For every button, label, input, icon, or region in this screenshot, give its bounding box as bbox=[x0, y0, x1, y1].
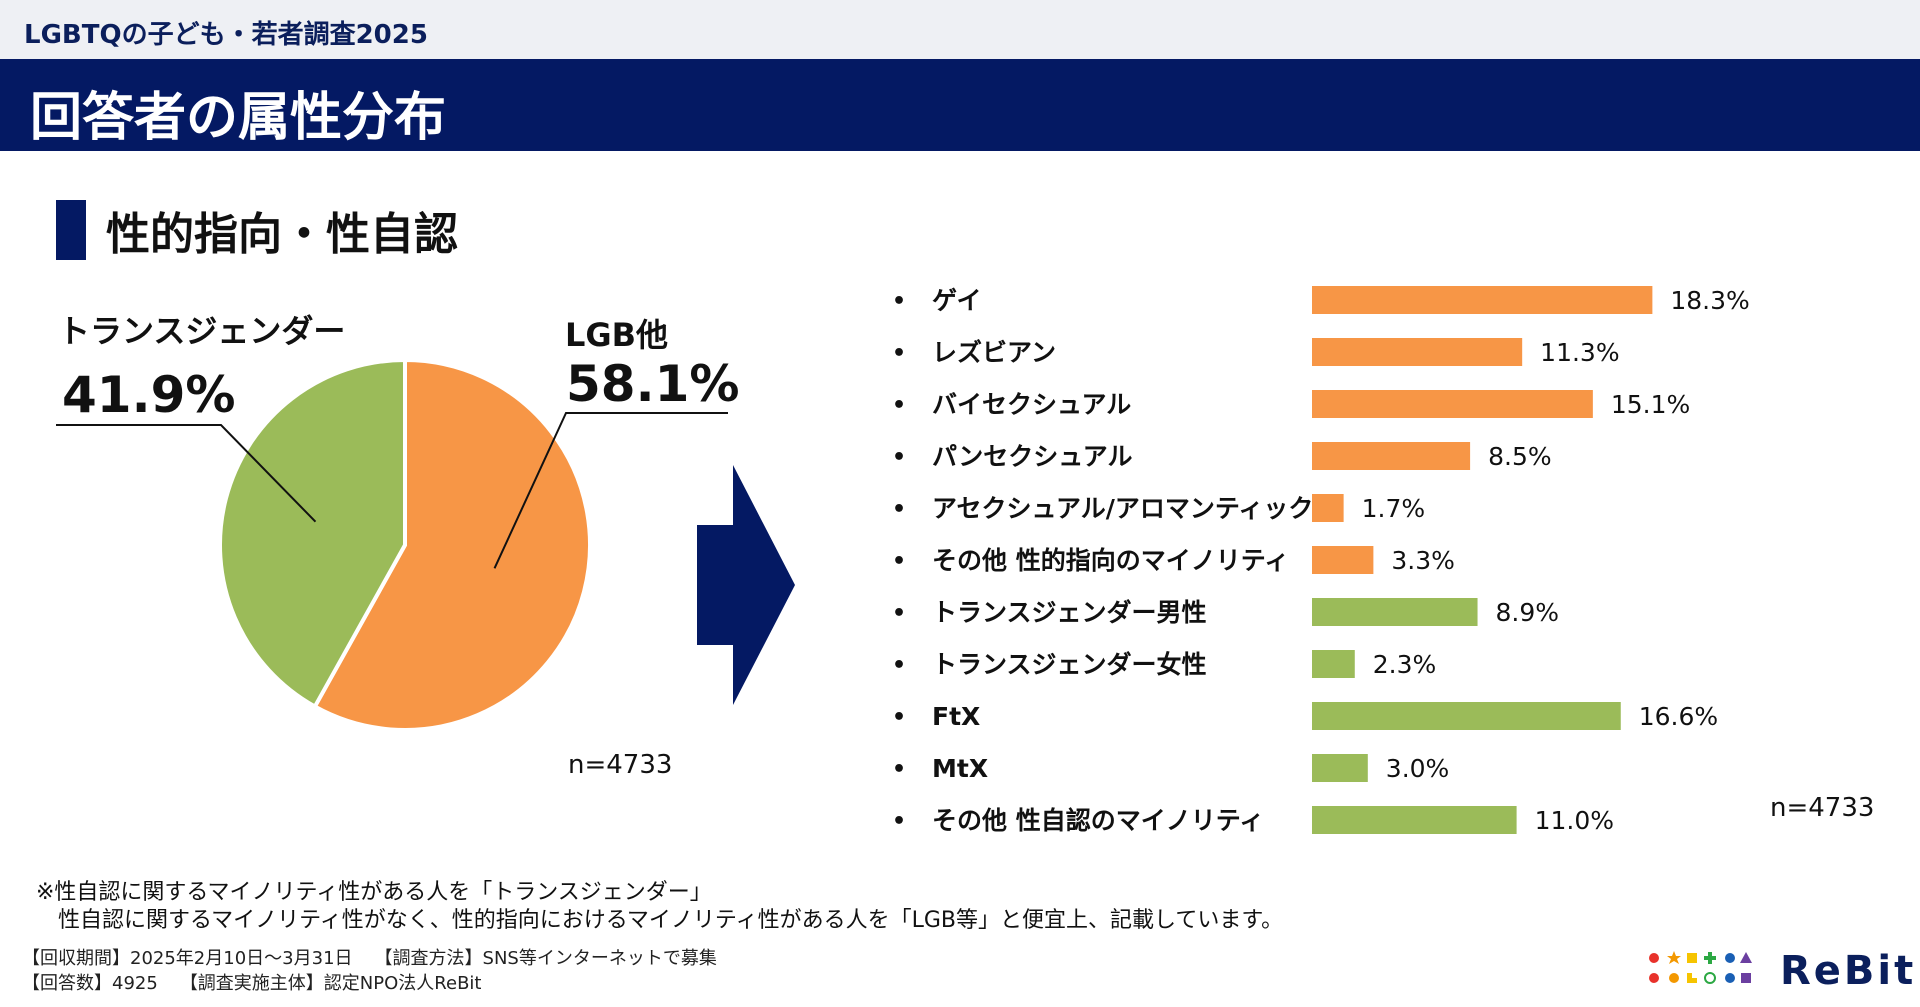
bar-value-label-1: 11.3% bbox=[1540, 338, 1619, 367]
bar-3 bbox=[1312, 442, 1471, 470]
bar-2 bbox=[1312, 390, 1593, 418]
bar-value-label-0: 18.3% bbox=[1670, 286, 1749, 315]
bar-category-label-4: アセクシュアル/アロマンティック bbox=[932, 494, 1313, 523]
bar-category-label-9: MtX bbox=[932, 754, 988, 783]
bar-bullet-1: • bbox=[892, 341, 906, 366]
pie-leader-line-1 bbox=[56, 424, 317, 523]
pie-slice-0 bbox=[312, 357, 592, 732]
bar-8 bbox=[1312, 702, 1621, 730]
survey-meta-row-2: 【回答数】4925 【調査実施主体】認定NPO法人ReBit bbox=[22, 969, 503, 995]
bar-value-label-4: 1.7% bbox=[1362, 494, 1426, 523]
bar-bullet-7: • bbox=[892, 653, 906, 678]
bar-chart: • ゲイ 18.3% • レズビアン 11.3% • バイセクシュアル 15.1% • パンセクシュ… bbox=[892, 286, 1874, 835]
survey-name: LGBTQの子ども・若者調査2025 bbox=[24, 20, 428, 50]
bar-bullet-3: • bbox=[892, 445, 906, 470]
response-count: 【回答数】4925 bbox=[22, 973, 158, 994]
survey-header: LGBTQの子ども・若者調査2025 bbox=[0, 0, 1920, 59]
section-title: 性的指向・性自認 bbox=[106, 209, 458, 260]
bar-category-label-8: FtX bbox=[932, 702, 980, 731]
footnote-line-1: ※性自認に関するマイノリティ性がある人を「トランスジェンダー」 bbox=[36, 880, 712, 905]
bar-value-label-2: 15.1% bbox=[1611, 390, 1690, 419]
flow-arrow-icon bbox=[697, 465, 795, 705]
pie-value-label-1: 41.9% bbox=[62, 366, 235, 424]
bar-7 bbox=[1312, 650, 1355, 678]
bar-category-label-0: ゲイ bbox=[932, 286, 982, 315]
bar-category-label-1: レズビアン bbox=[932, 338, 1056, 367]
bar-bullet-5: • bbox=[892, 549, 906, 574]
pie-value-label-0: 58.1% bbox=[566, 355, 739, 413]
bar-4 bbox=[1312, 494, 1344, 522]
bar-category-label-10: その他 性自認のマイノリティ bbox=[932, 806, 1264, 835]
bar-0 bbox=[1312, 286, 1653, 314]
survey-meta-row-1: 【回収期間】2025年2月10日～3月31日 【調査方法】SNS等インターネットで… bbox=[22, 944, 739, 970]
rebit-logo-icon bbox=[1649, 951, 1752, 984]
pie-n-label: n=4733 bbox=[568, 750, 672, 780]
survey-method: 【調査方法】SNS等インターネットで募集 bbox=[374, 948, 717, 969]
bar-5 bbox=[1312, 546, 1374, 574]
bar-value-label-5: 3.3% bbox=[1391, 546, 1455, 575]
survey-organizer: 【調査実施主体】認定NPO法人ReBit bbox=[179, 973, 482, 994]
rebit-logo-text: ReBit bbox=[1780, 948, 1917, 994]
bar-bullet-4: • bbox=[892, 497, 906, 522]
bar-bullet-9: • bbox=[892, 757, 906, 782]
bar-category-label-7: トランスジェンダー女性 bbox=[932, 650, 1207, 679]
bar-bullet-6: • bbox=[892, 601, 906, 626]
bar-value-label-6: 8.9% bbox=[1496, 598, 1560, 627]
bar-category-label-5: その他 性的指向のマイノリティ bbox=[932, 546, 1289, 575]
bar-value-label-8: 16.6% bbox=[1639, 702, 1718, 731]
collection-period: 【回収期間】2025年2月10日～3月31日 bbox=[22, 948, 353, 969]
bar-10 bbox=[1312, 806, 1517, 834]
bar-value-label-7: 2.3% bbox=[1373, 650, 1437, 679]
bar-6 bbox=[1312, 598, 1478, 626]
pie-label-0: LGB他 bbox=[565, 316, 668, 354]
pie-slice-1 bbox=[218, 357, 407, 710]
bar-1 bbox=[1312, 338, 1523, 366]
pie-leader-line-0 bbox=[493, 412, 728, 569]
bar-category-label-2: バイセクシュアル bbox=[932, 390, 1131, 419]
bar-category-label-3: パンセクシュアル bbox=[932, 442, 1133, 471]
bar-bullet-0: • bbox=[892, 289, 906, 314]
bar-bullet-2: • bbox=[892, 393, 906, 418]
bar-bullet-8: • bbox=[892, 705, 906, 730]
bar-n-label: n=4733 bbox=[1770, 793, 1874, 823]
bar-9 bbox=[1312, 754, 1368, 782]
footnote-line-2: 性自認に関するマイノリティ性がなく、性的指向におけるマイノリティ性がある人を「L… bbox=[36, 908, 1284, 933]
bar-value-label-10: 11.0% bbox=[1535, 806, 1614, 835]
bar-bullet-10: • bbox=[892, 809, 906, 834]
section-marker bbox=[56, 200, 86, 260]
pie-label-1: トランスジェンダー bbox=[58, 312, 345, 350]
title-bar: 回答者の属性分布 bbox=[0, 59, 1920, 151]
bar-value-label-3: 8.5% bbox=[1488, 442, 1552, 471]
page-title: 回答者の属性分布 bbox=[30, 88, 447, 148]
bar-value-label-9: 3.0% bbox=[1386, 754, 1450, 783]
bar-category-label-6: トランスジェンダー男性 bbox=[932, 598, 1207, 627]
